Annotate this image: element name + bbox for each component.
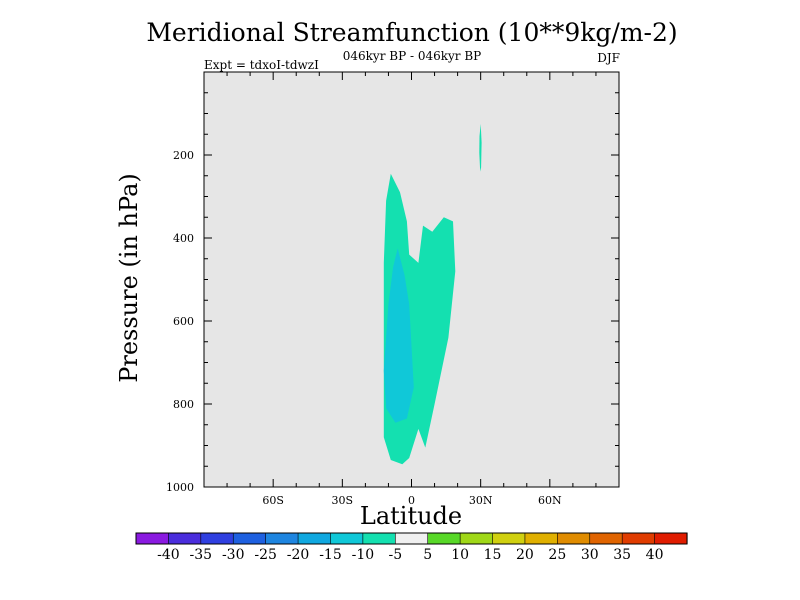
chart-subtitle-left: Expt = tdxoI-tdwzI <box>204 58 319 72</box>
y-axis: 200 400 600 800 1000 <box>166 92 619 494</box>
colorbar-label: 25 <box>548 547 566 563</box>
chart-title: Meridional Streamfunction (10**9kg/m-2) <box>146 18 677 47</box>
colorbar-label: -10 <box>352 547 375 563</box>
contour-region-1 <box>383 248 414 423</box>
y-tick-label: 1000 <box>166 481 194 494</box>
colorbar-swatch <box>330 532 364 545</box>
colorbar-label: -15 <box>319 547 342 563</box>
colorbar-swatch <box>265 532 299 545</box>
colorbar-swatch <box>654 532 688 545</box>
contour-regions <box>383 123 482 465</box>
colorbar-label: 30 <box>581 547 599 563</box>
colorbar-label: 20 <box>516 547 534 563</box>
x-axis: 60S 30S 0 30N 60N <box>203 72 620 507</box>
y-tick-label: 400 <box>173 232 194 245</box>
colorbar-label: 10 <box>451 547 469 563</box>
colorbar-label: 35 <box>613 547 631 563</box>
y-axis-label: Pressure (in hPa) <box>115 173 143 383</box>
colorbar-swatch <box>459 532 494 545</box>
colorbar-label: 5 <box>423 547 432 563</box>
y-tick-label: 800 <box>173 398 194 411</box>
x-tick-label: 60N <box>538 494 562 507</box>
chart-subtitle-right: DJF <box>597 51 620 65</box>
colorbar-label: -40 <box>157 547 180 563</box>
colorbar-swatch <box>232 532 267 545</box>
colorbar-label: -20 <box>287 547 310 563</box>
colorbar-swatch <box>362 532 396 545</box>
x-tick-label: 30S <box>332 494 354 507</box>
chart-subtitle-center: 046kyr BP - 046kyr BP <box>343 49 481 63</box>
colorbar-swatch <box>557 532 591 545</box>
colorbar-swatch <box>589 532 623 545</box>
contour-region-2 <box>479 123 482 172</box>
colorbar-swatch <box>621 532 656 545</box>
colorbar-frame <box>135 532 688 545</box>
y-tick-label: 200 <box>173 149 194 162</box>
colorbar-swatch <box>200 532 234 545</box>
colorbar-swatch <box>168 532 202 545</box>
colorbar-label: 15 <box>484 547 502 563</box>
colorbar-swatch <box>524 532 558 545</box>
colorbar-label: -5 <box>388 547 402 563</box>
y-tick-label: 600 <box>173 315 194 328</box>
x-tick-label: 0 <box>408 494 415 507</box>
colorbar-swatch <box>394 532 429 545</box>
x-axis-label: Latitude <box>360 502 462 530</box>
colorbar-label: -35 <box>190 547 213 563</box>
x-tick-label: 60S <box>262 494 284 507</box>
colorbar: -40 -35 -30 -25 -20 -15 -10 -5 5 10 15 20 25 30 35 40 <box>135 532 688 563</box>
colorbar-swatch <box>297 532 332 545</box>
colorbar-label: -25 <box>254 547 277 563</box>
colorbar-swatch <box>135 532 170 545</box>
colorbar-label: -30 <box>222 547 245 563</box>
colorbar-swatch <box>427 532 461 545</box>
colorbar-label: 40 <box>646 547 664 563</box>
colorbar-swatch <box>492 532 526 545</box>
x-tick-label: 30N <box>469 494 493 507</box>
